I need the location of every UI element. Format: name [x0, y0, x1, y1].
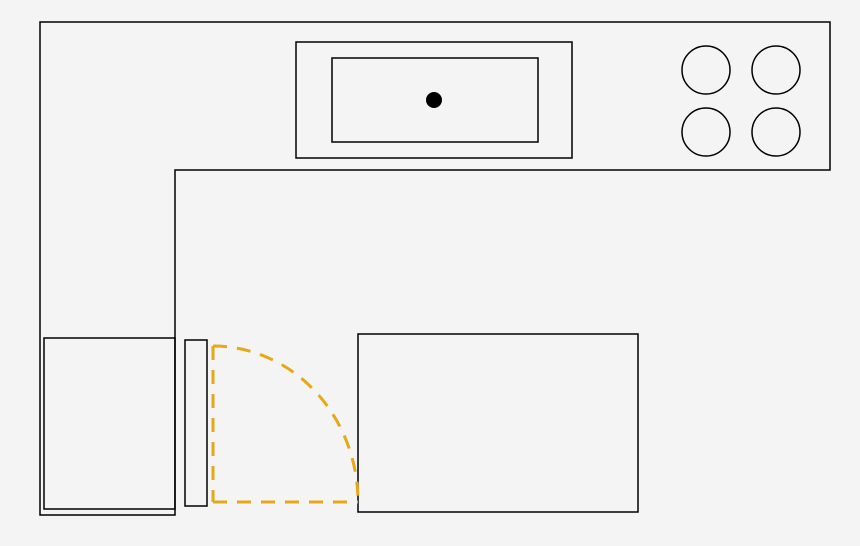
kitchen-floorplan	[0, 0, 860, 546]
sink-drain-icon	[426, 92, 442, 108]
canvas-background	[0, 0, 860, 546]
